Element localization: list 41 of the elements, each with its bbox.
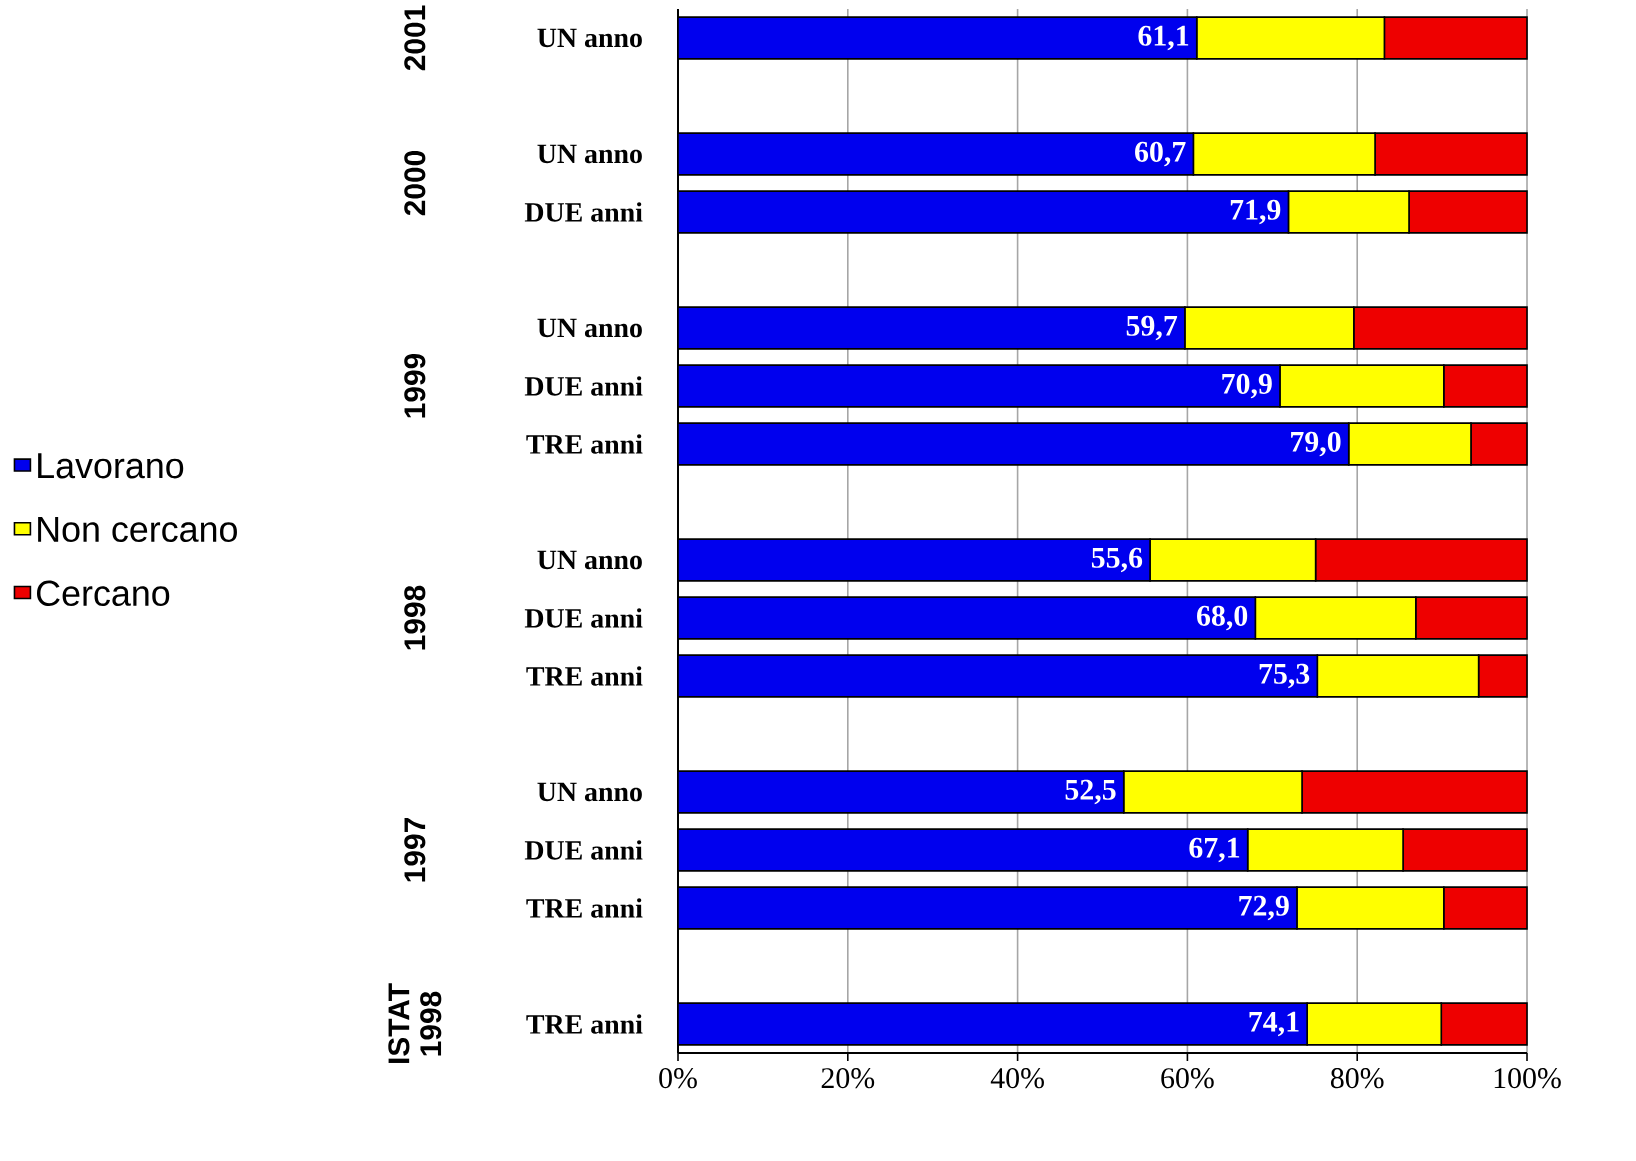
data-label: 74,1 — [1249, 1011, 1299, 1037]
y-tick-label: TRE anni — [526, 666, 643, 686]
data-label: 52,5 — [1065, 779, 1116, 805]
y-tick-label: DUE anni — [524, 608, 643, 628]
data-label: 68,0 — [1197, 605, 1248, 631]
text: ISTAT 1998 — [388, 983, 442, 1063]
legend-label: Lavorano — [38, 453, 184, 479]
x-tick-label: 60% — [1161, 1068, 1214, 1089]
x-tick-label: 20% — [821, 1068, 875, 1089]
y-tick-label: DUE anni — [524, 202, 643, 222]
data-label: 79,0 — [1291, 431, 1341, 457]
data-label: 55,6 — [1091, 547, 1143, 573]
data-label: 72,9 — [1239, 895, 1289, 921]
y-tick-label: DUE anni — [524, 376, 643, 396]
y-tick-label: UN anno — [537, 318, 642, 338]
text: 1998 — [404, 585, 426, 650]
data-label: 60,7 — [1135, 141, 1186, 167]
text: 1999 — [404, 353, 426, 418]
data-label: 59,7 — [1126, 315, 1178, 341]
y-tick-label: UN anno — [537, 550, 642, 570]
y-tick-label: TRE anni — [526, 434, 643, 454]
y-tick-label: TRE anni — [526, 898, 643, 918]
y-tick-label: UN anno — [537, 28, 642, 48]
data-label: 61,1 — [1138, 25, 1189, 51]
y-tick-label: TRE anni — [526, 1014, 643, 1034]
legend-label: Cercano — [37, 580, 170, 607]
y-tick-label: UN anno — [537, 782, 642, 802]
y-tick-label: UN anno — [537, 144, 642, 164]
x-tick-label: 80% — [1330, 1068, 1384, 1089]
x-tick-label: 100% — [1494, 1068, 1561, 1089]
legend-label: Non cercano — [38, 516, 237, 543]
text: 2000 — [404, 151, 426, 216]
data-label: 75,3 — [1259, 663, 1310, 689]
text: 1997 — [404, 818, 426, 882]
data-label: 71,9 — [1230, 199, 1281, 225]
text: 2001 — [404, 5, 426, 71]
data-label: 67,1 — [1189, 837, 1240, 863]
x-tick-label: 40% — [990, 1068, 1044, 1089]
data-label: 70,9 — [1222, 373, 1272, 399]
x-tick-label: 0% — [659, 1068, 697, 1089]
y-tick-label: DUE anni — [524, 840, 643, 860]
